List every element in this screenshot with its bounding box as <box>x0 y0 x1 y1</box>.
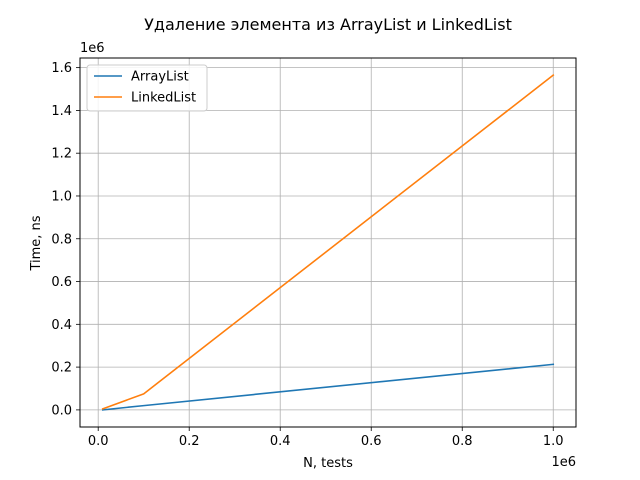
y-tick-label: 0.0 <box>51 403 72 418</box>
legend-label-linkedlist: LinkedList <box>131 91 196 106</box>
y-axis-ticks: 0.0 0.2 0.4 0.6 0.8 1.0 1.2 1.4 1.6 <box>51 61 80 418</box>
y-tick-label: 1.0 <box>51 189 72 204</box>
plot-frame <box>79 57 577 428</box>
y-tick-label: 1.6 <box>51 61 72 76</box>
x-axis-label: N, tests <box>303 456 353 471</box>
x-axis-ticks: 0.0 0.2 0.4 0.6 0.8 1.0 <box>88 427 564 449</box>
series-line-arraylist <box>101 363 555 411</box>
series-lines <box>101 73 555 411</box>
y-tick-label: 1.2 <box>51 147 72 162</box>
y-tick-label: 1.4 <box>51 104 72 119</box>
x-tick-label: 0.4 <box>270 434 291 449</box>
y-tick-label: 0.4 <box>51 318 72 333</box>
y-axis-offset-text: 1e6 <box>80 41 105 56</box>
y-tick-label: 0.8 <box>51 232 72 247</box>
legend: ArrayList LinkedList <box>86 64 208 112</box>
x-tick-label: 0.8 <box>452 434 473 449</box>
x-tick-label: 0.0 <box>88 434 109 449</box>
x-axis-offset-text: 1e6 <box>551 455 576 470</box>
x-tick-label: 0.6 <box>361 434 382 449</box>
y-tick-label: 0.2 <box>51 361 72 376</box>
x-tick-label: 0.2 <box>179 434 200 449</box>
chart-title: Удаление элемента из ArrayList и LinkedL… <box>144 15 512 34</box>
legend-label-arraylist: ArrayList <box>131 70 189 85</box>
y-axis-label: Time, ns <box>29 215 44 271</box>
x-tick-label: 1.0 <box>543 434 564 449</box>
series-line-linkedlist <box>101 73 555 410</box>
grid <box>80 58 576 427</box>
y-tick-label: 0.6 <box>51 275 72 290</box>
